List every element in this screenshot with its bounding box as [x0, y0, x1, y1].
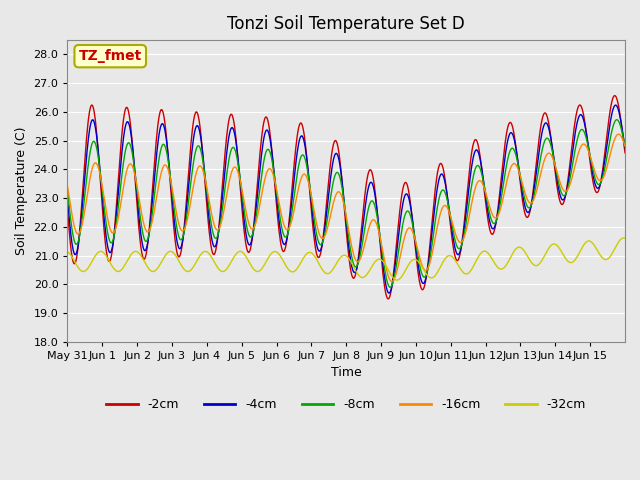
Text: TZ_fmet: TZ_fmet — [79, 49, 142, 63]
Title: Tonzi Soil Temperature Set D: Tonzi Soil Temperature Set D — [227, 15, 465, 33]
Legend: -2cm, -4cm, -8cm, -16cm, -32cm: -2cm, -4cm, -8cm, -16cm, -32cm — [101, 394, 591, 417]
Y-axis label: Soil Temperature (C): Soil Temperature (C) — [15, 127, 28, 255]
X-axis label: Time: Time — [331, 367, 362, 380]
